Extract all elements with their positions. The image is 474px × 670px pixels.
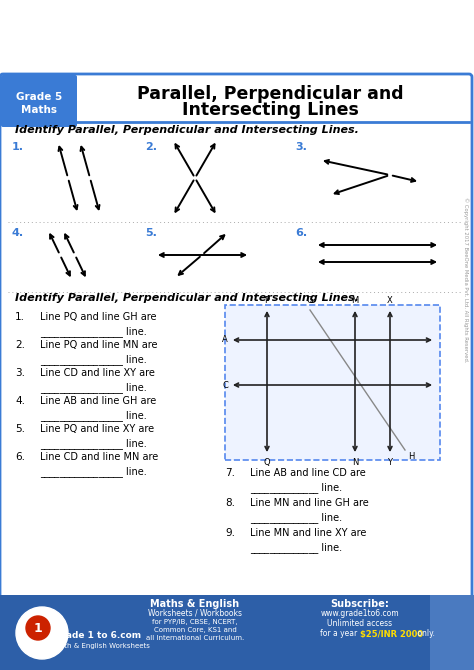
Text: Subscribe:: Subscribe: [330, 599, 390, 609]
Text: N: N [352, 458, 358, 467]
Text: Line AB and line GH are: Line AB and line GH are [40, 396, 156, 406]
FancyBboxPatch shape [0, 74, 472, 670]
Text: G: G [307, 296, 313, 305]
Text: Identify Parallel, Perpendicular and Intersecting Lines.: Identify Parallel, Perpendicular and Int… [15, 125, 359, 135]
Text: ______________ line.: ______________ line. [250, 542, 342, 553]
Text: _________________ line.: _________________ line. [40, 326, 147, 337]
Text: Math & English Worksheets: Math & English Worksheets [54, 643, 150, 649]
Text: _________________ line.: _________________ line. [40, 410, 147, 421]
Text: _________________ line.: _________________ line. [40, 466, 147, 477]
Text: © Copyright 2017 BeeOne Media Pvt. Ltd. All Rights Reserved.: © Copyright 2017 BeeOne Media Pvt. Ltd. … [463, 197, 469, 362]
Text: P: P [264, 296, 270, 305]
Text: C: C [222, 381, 228, 389]
Text: 1.: 1. [15, 312, 25, 322]
Text: Line AB and line CD are: Line AB and line CD are [250, 468, 366, 478]
Text: Grade 1 to 6.com: Grade 1 to 6.com [54, 630, 141, 639]
Text: Maths: Maths [21, 105, 57, 115]
Text: _________________ line.: _________________ line. [40, 354, 147, 365]
Text: 4.: 4. [12, 228, 24, 238]
Text: Identify Parallel, Perpendicular and Intersecting Lines.: Identify Parallel, Perpendicular and Int… [15, 293, 359, 303]
Text: 8.: 8. [225, 498, 235, 508]
Text: Line PQ and line MN are: Line PQ and line MN are [40, 340, 157, 350]
Text: M: M [351, 296, 359, 305]
Text: A: A [222, 336, 228, 344]
Text: 9.: 9. [225, 528, 235, 538]
Text: X: X [387, 296, 393, 305]
Text: only.: only. [415, 630, 435, 639]
Text: 2.: 2. [15, 340, 25, 350]
Text: Y: Y [388, 458, 392, 467]
Text: for PYP/IB, CBSE, NCERT,: for PYP/IB, CBSE, NCERT, [152, 619, 238, 625]
Text: 1.: 1. [12, 142, 24, 152]
Text: 3.: 3. [15, 368, 25, 378]
Bar [430, 595, 474, 670]
Text: Worksheets / Workbooks: Worksheets / Workbooks [148, 608, 242, 618]
Circle shape [26, 616, 50, 640]
Text: ______________ line.: ______________ line. [250, 512, 342, 523]
Text: Line MN and line GH are: Line MN and line GH are [250, 498, 369, 508]
Bar [0, 595, 474, 670]
Text: 6.: 6. [15, 452, 25, 462]
Text: Line PQ and line GH are: Line PQ and line GH are [40, 312, 156, 322]
Text: 4.: 4. [15, 396, 25, 406]
Circle shape [16, 607, 68, 659]
Text: _________________ line.: _________________ line. [40, 438, 147, 449]
Text: Line PQ and line XY are: Line PQ and line XY are [40, 424, 154, 434]
Text: 1: 1 [34, 622, 42, 634]
Text: Common Core, KS1 and: Common Core, KS1 and [154, 627, 237, 633]
Text: Intersecting Lines: Intersecting Lines [182, 101, 358, 119]
Text: www.grade1to6.com: www.grade1to6.com [321, 610, 399, 618]
FancyBboxPatch shape [1, 75, 77, 127]
Text: 3.: 3. [295, 142, 307, 152]
Text: Parallel, Perpendicular and: Parallel, Perpendicular and [137, 85, 403, 103]
Text: 5.: 5. [145, 228, 157, 238]
Text: Line CD and line MN are: Line CD and line MN are [40, 452, 158, 462]
Text: Unlimited access: Unlimited access [328, 618, 392, 628]
Text: ______________ line.: ______________ line. [250, 482, 342, 493]
Text: 7.: 7. [225, 468, 235, 478]
Text: 2.: 2. [145, 142, 157, 152]
Text: for a year: for a year [320, 630, 360, 639]
FancyBboxPatch shape [225, 305, 440, 460]
Text: all International Curriculum.: all International Curriculum. [146, 635, 244, 641]
Text: Maths & English: Maths & English [150, 599, 239, 609]
Text: Q: Q [264, 458, 270, 467]
Text: H: H [408, 452, 414, 461]
Text: Grade 5: Grade 5 [16, 92, 62, 102]
Text: 5.: 5. [15, 424, 25, 434]
Text: 6.: 6. [295, 228, 307, 238]
Text: _________________ line.: _________________ line. [40, 382, 147, 393]
Text: $25/INR 2000: $25/INR 2000 [360, 630, 423, 639]
Text: Line CD and line XY are: Line CD and line XY are [40, 368, 155, 378]
Text: Line MN and line XY are: Line MN and line XY are [250, 528, 366, 538]
